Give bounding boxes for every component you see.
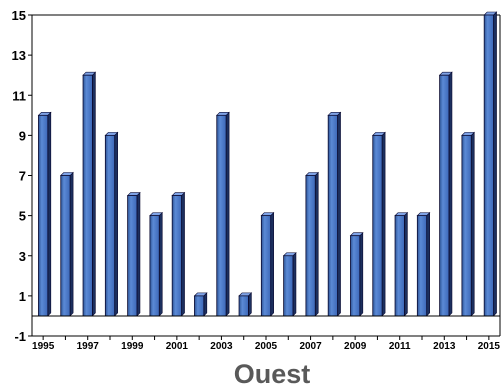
bar-front-2014 xyxy=(461,134,472,317)
bar-side-2004 xyxy=(248,292,252,317)
bar-front-2005 xyxy=(260,215,272,317)
x-tick-label: 2001 xyxy=(166,341,189,352)
bar-front-1995 xyxy=(38,114,49,317)
y-tick-label: 3 xyxy=(19,249,26,264)
bar-side-1996 xyxy=(69,171,74,317)
bar-front-2004 xyxy=(238,295,249,317)
bar-side-2003 xyxy=(225,111,230,317)
bar-2003 xyxy=(216,111,230,317)
y-tick-label: -1 xyxy=(14,329,26,344)
bar-2007 xyxy=(305,171,319,317)
bar-side-1997 xyxy=(92,71,96,317)
bar-2006 xyxy=(282,252,297,317)
x-tick-label: 2003 xyxy=(210,341,233,352)
bar-2005 xyxy=(260,211,275,317)
bar-2000 xyxy=(149,211,163,317)
y-tick-label: 5 xyxy=(19,209,26,224)
bar-side-2008 xyxy=(337,111,341,317)
bar-side-2012 xyxy=(426,211,430,317)
bar-2001 xyxy=(171,191,186,317)
bar-2002 xyxy=(193,292,208,317)
bar-2014 xyxy=(461,131,475,317)
y-tick-label: 13 xyxy=(12,48,26,63)
bar-1997 xyxy=(82,71,97,317)
bar-2009 xyxy=(349,231,364,317)
bar-front-2012 xyxy=(416,215,428,317)
bar-side-2000 xyxy=(158,211,163,317)
bar-1998 xyxy=(104,131,119,317)
bar-side-2001 xyxy=(181,191,185,317)
bar-front-2011 xyxy=(394,215,405,317)
bar-1995 xyxy=(37,111,52,317)
bar-side-2013 xyxy=(448,71,453,317)
bar-front-2009 xyxy=(350,235,361,317)
bar-side-1999 xyxy=(136,191,141,317)
bar-2010 xyxy=(372,131,386,317)
bar-2011 xyxy=(394,211,409,317)
bar-2008 xyxy=(327,111,342,317)
bar-front-2000 xyxy=(149,215,160,317)
x-tick-label: 2011 xyxy=(389,341,411,352)
bar-front-2008 xyxy=(327,114,338,317)
bar-2013 xyxy=(438,71,453,317)
bar-front-2006 xyxy=(283,255,294,317)
bar-side-2007 xyxy=(314,171,319,317)
x-tick-label: 2009 xyxy=(344,341,367,352)
y-tick-label: 1 xyxy=(19,289,26,304)
bar-front-1999 xyxy=(127,195,138,317)
bar-side-1995 xyxy=(47,111,52,317)
bar-1999 xyxy=(126,191,141,317)
bar-side-1998 xyxy=(114,131,118,317)
bar-2004 xyxy=(238,292,253,317)
bar-2015 xyxy=(483,11,498,317)
x-tick-label: 2015 xyxy=(478,341,501,352)
bar-front-2001 xyxy=(171,195,182,317)
bar-front-2015 xyxy=(483,14,494,317)
bar-front-2002 xyxy=(194,295,205,317)
bar-front-1996 xyxy=(60,175,71,317)
y-tick-label: 11 xyxy=(12,88,26,103)
bar-side-2002 xyxy=(203,292,208,317)
bar-front-1998 xyxy=(104,134,116,317)
bar-side-2010 xyxy=(381,131,386,317)
x-tick-label: 2005 xyxy=(255,341,278,352)
bar-side-2006 xyxy=(292,252,297,317)
bar-side-2005 xyxy=(270,211,274,317)
bar-front-2003 xyxy=(216,114,227,317)
bar-2012 xyxy=(416,211,431,317)
x-tick-label: 2007 xyxy=(299,341,322,352)
bar-1996 xyxy=(60,171,74,317)
bar-side-2011 xyxy=(404,211,408,317)
bar-front-2013 xyxy=(439,74,450,317)
x-tick-label: 2013 xyxy=(433,341,456,352)
bar-side-2009 xyxy=(359,231,364,317)
bar-side-2014 xyxy=(470,131,475,317)
chart-title: Ouest xyxy=(234,359,311,389)
y-tick-label: 7 xyxy=(19,169,26,184)
y-tick-label: 15 xyxy=(12,8,26,23)
y-tick-label: 9 xyxy=(19,128,26,143)
bar-side-2015 xyxy=(493,11,497,317)
bar-front-2007 xyxy=(305,175,316,317)
x-tick-label: 1999 xyxy=(121,341,144,352)
x-tick-label: 1995 xyxy=(32,341,55,352)
bar-front-2010 xyxy=(372,134,383,317)
x-tick-label: 1997 xyxy=(77,341,100,352)
bar-front-1997 xyxy=(82,74,93,317)
